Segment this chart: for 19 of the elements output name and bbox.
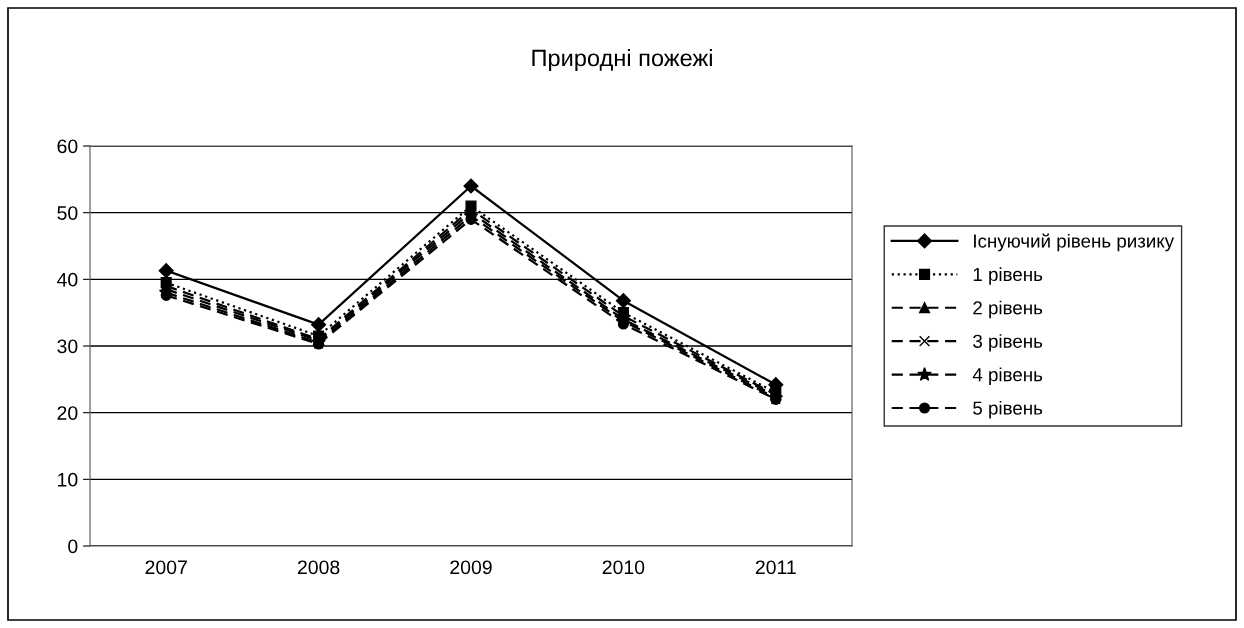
legend-label: Існуючий рівень ризику	[974, 233, 1175, 252]
y-tick-label: 0	[68, 539, 78, 554]
x-tick-label: 2009	[450, 560, 492, 575]
chart-title: Природні пожежі	[532, 49, 712, 71]
x-tick-label: 2007	[145, 560, 187, 575]
legend-label: 2 рівень	[973, 300, 1043, 319]
legend-label: 1 рівень	[973, 267, 1043, 285]
y-tick-label: 20	[57, 406, 78, 420]
x-tick-label: 2008	[297, 560, 340, 575]
legend-label: 3 рівень	[973, 334, 1043, 352]
x-tick-label: 2011	[755, 560, 796, 575]
legend-label: 5 рівень	[973, 400, 1043, 419]
y-tick-label: 60	[57, 139, 78, 154]
legend-label: 4 рівень	[972, 367, 1043, 386]
y-tick-label: 30	[57, 339, 78, 354]
x-tick-label: 2010	[602, 560, 645, 575]
y-tick-label: 10	[58, 472, 78, 487]
y-tick-label: 50	[57, 206, 78, 220]
y-tick-label: 40	[57, 272, 78, 287]
